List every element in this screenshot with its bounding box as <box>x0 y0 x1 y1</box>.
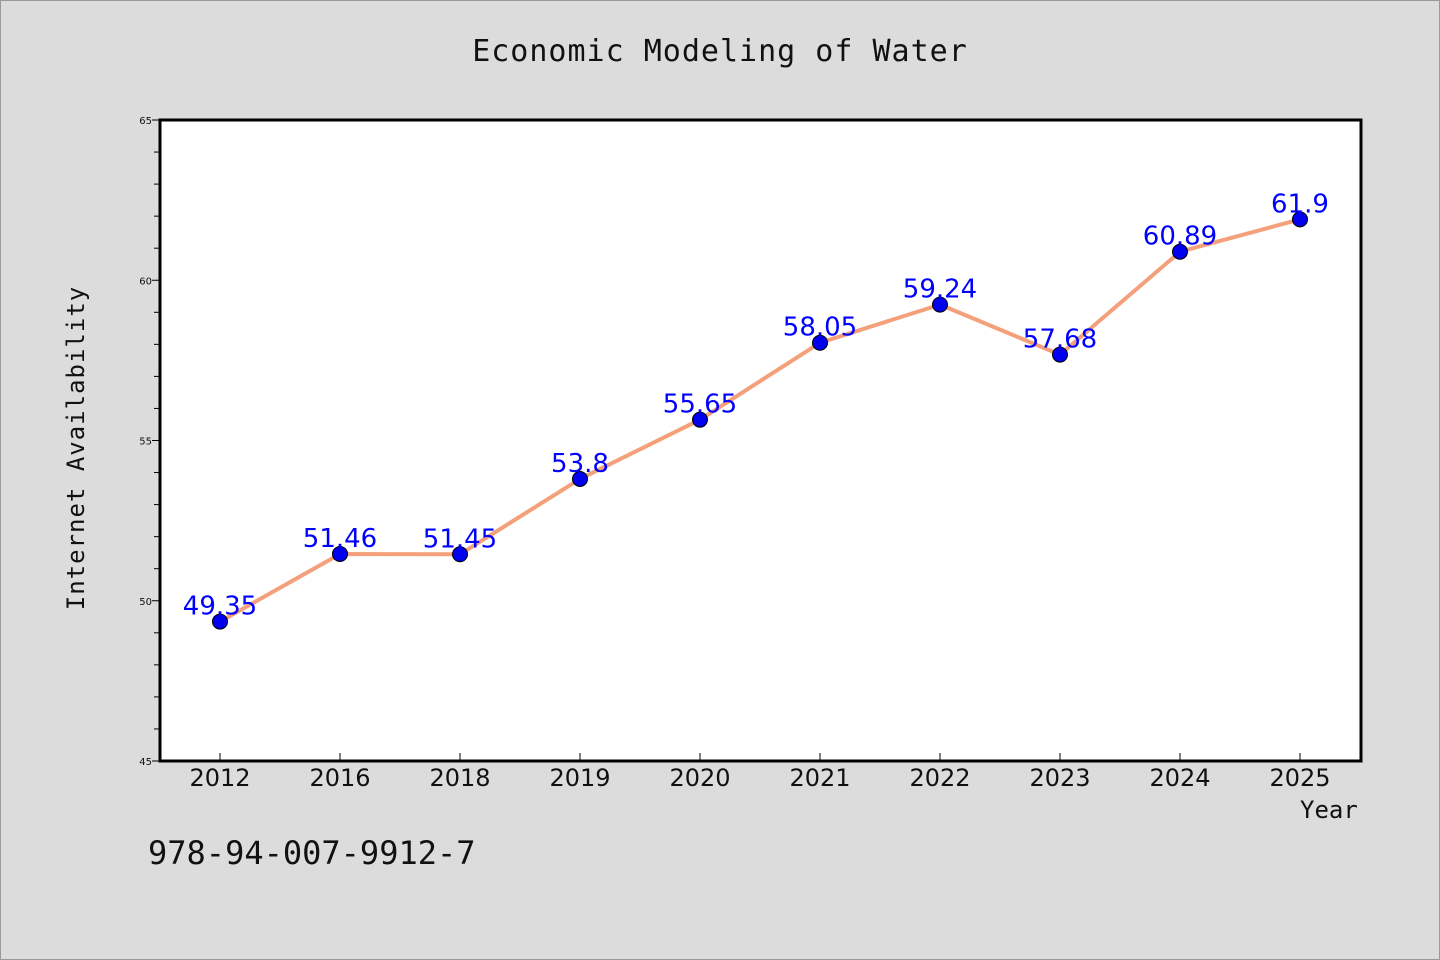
y-tick-label: 50 <box>139 597 152 608</box>
x-axis-ticks: 2012 2016 2018 2019 2020 2021 2022 2023 2024 2025 <box>189 753 1331 792</box>
data-label: 51.46 <box>303 524 377 554</box>
x-tick-label: 2018 <box>429 764 490 792</box>
data-point <box>332 545 348 562</box>
plot-area <box>158 118 1363 763</box>
data-point <box>1052 346 1068 363</box>
x-tick-label: 2022 <box>909 764 970 792</box>
data-labels: 49.35 51.46 51.45 53.8 55.65 58.05 59.24 57.68 6… <box>183 189 1329 621</box>
data-label: 49.35 <box>183 592 257 622</box>
y-axis-ticks: 45 50 55 60 65 <box>139 116 160 768</box>
x-tick-label: 2019 <box>549 764 610 792</box>
data-point <box>1172 243 1188 260</box>
x-axis-label: Year <box>1300 796 1358 824</box>
x-tick-label: 2020 <box>669 764 730 792</box>
data-point <box>572 470 588 487</box>
y-tick-label: 60 <box>139 276 152 287</box>
data-label: 57.68 <box>1023 325 1097 355</box>
data-label: 51.45 <box>423 524 497 554</box>
x-tick-label: 2016 <box>309 764 370 792</box>
data-point <box>692 411 708 428</box>
x-tick-label: 2024 <box>1149 764 1210 792</box>
data-series <box>212 211 1308 630</box>
data-point <box>1292 211 1308 228</box>
data-label: 55.65 <box>663 390 737 420</box>
x-tick-label: 2023 <box>1029 764 1090 792</box>
data-label: 59.24 <box>903 275 977 305</box>
data-label: 58.05 <box>783 313 857 343</box>
y-tick-label: 55 <box>139 437 152 448</box>
y-tick-label: 65 <box>139 116 152 127</box>
series-line <box>219 217 1301 624</box>
data-label: 53.8 <box>551 449 609 479</box>
data-point <box>932 296 948 313</box>
isbn-text: 978-94-007-9912-7 <box>148 834 476 872</box>
x-tick-label: 2012 <box>189 764 250 792</box>
data-label: 61.9 <box>1271 189 1329 219</box>
data-point <box>212 613 228 630</box>
y-tick-label: 45 <box>139 757 152 768</box>
data-point <box>452 546 468 563</box>
chart-title: Economic Modeling of Water <box>472 34 968 69</box>
data-label: 60.89 <box>1143 222 1217 252</box>
x-tick-label: 2021 <box>789 764 850 792</box>
data-point <box>812 334 828 351</box>
x-tick-label: 2025 <box>1269 764 1330 792</box>
